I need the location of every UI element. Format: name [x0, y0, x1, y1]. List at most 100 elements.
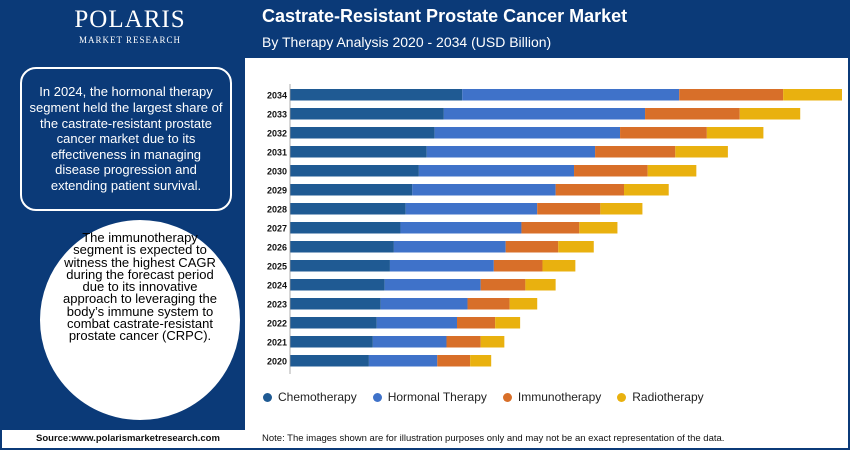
- bar-hormonal-therapy: [368, 355, 438, 367]
- bar-chemotherapy: [290, 165, 419, 177]
- legend-swatch: [502, 392, 512, 402]
- bar-chemotherapy: [290, 222, 401, 234]
- chart-subtitle: By Therapy Analysis 2020 - 2034 (USD Bil…: [262, 34, 552, 50]
- bar-hormonal-therapy: [426, 146, 596, 158]
- bar-chemotherapy: [290, 298, 381, 310]
- legend-item: Hormonal Therapy: [372, 390, 487, 404]
- bar-immunotherapy: [645, 108, 740, 120]
- bar-radiotherapy: [525, 279, 556, 291]
- header-bar: [245, 2, 848, 58]
- legend-swatch: [263, 392, 272, 402]
- y-tick-label: 2027: [267, 224, 287, 234]
- bar-chemotherapy: [290, 336, 373, 348]
- y-tick-label: 2026: [267, 243, 287, 253]
- bar-radiotherapy: [470, 355, 492, 367]
- y-tick-label: 2024: [267, 281, 287, 291]
- bar-chemotherapy: [290, 260, 390, 272]
- bar-hormonal-therapy: [384, 279, 481, 291]
- legend-swatch: [617, 392, 627, 402]
- bar-immunotherapy: [679, 89, 784, 101]
- legend-label: Chemotherapy: [278, 390, 357, 404]
- y-tick-label: 2028: [267, 205, 287, 215]
- y-tick-label: 2034: [267, 91, 287, 101]
- bar-immunotherapy: [437, 355, 471, 367]
- bar-chemotherapy: [290, 127, 435, 139]
- legend-item: Immunotherapy: [502, 390, 602, 404]
- bar-radiotherapy: [647, 165, 697, 177]
- bar-radiotherapy: [783, 89, 842, 101]
- bar-immunotherapy: [446, 336, 481, 348]
- legend-swatch: [372, 392, 382, 402]
- bar-chemotherapy: [290, 146, 427, 158]
- y-tick-label: 2029: [267, 186, 287, 196]
- brand-logo: POLARIS MARKET RESEARCH: [60, 6, 200, 46]
- bar-immunotherapy: [537, 203, 601, 215]
- bar-radiotherapy: [600, 203, 643, 215]
- insight-circle: [38, 218, 242, 422]
- bar-radiotherapy: [495, 317, 521, 329]
- bar-hormonal-therapy: [418, 165, 575, 177]
- y-tick-label: 2023: [267, 300, 287, 310]
- y-tick-label: 2021: [267, 338, 287, 348]
- bar-hormonal-therapy: [389, 260, 494, 272]
- chart-legend: Chemotherapy Hormonal Therapy Immunotherap…: [263, 390, 720, 404]
- y-tick-label: 2022: [267, 319, 287, 329]
- y-tick-label: 2020: [267, 357, 287, 367]
- bar-hormonal-therapy: [443, 108, 646, 120]
- circle-text: The immunotherapy segment is expected to…: [63, 230, 217, 344]
- bar-immunotherapy: [457, 317, 496, 329]
- bar-radiotherapy: [480, 336, 505, 348]
- chart-title: Castrate-Resistant Prostate Cancer Marke…: [262, 6, 628, 26]
- brand-name: POLARIS: [74, 6, 186, 33]
- bar-immunotherapy: [555, 184, 625, 196]
- bar-immunotherapy: [467, 298, 510, 310]
- y-tick-label: 2031: [267, 148, 287, 158]
- bar-hormonal-therapy: [434, 127, 621, 139]
- bar-chemotherapy: [290, 355, 369, 367]
- bar-hormonal-therapy: [400, 222, 522, 234]
- bar-immunotherapy: [574, 165, 648, 177]
- bar-hormonal-therapy: [372, 336, 447, 348]
- bar-radiotherapy: [624, 184, 669, 196]
- highlight-text: In 2024, the hormonal therapy segment he…: [29, 84, 223, 193]
- bar-chemotherapy: [290, 184, 413, 196]
- bar-hormonal-therapy: [462, 89, 680, 101]
- legend-label: Radiotherapy: [632, 390, 704, 404]
- brand-tagline: MARKET RESEARCH: [78, 35, 182, 45]
- bar-immunotherapy: [493, 260, 543, 272]
- legend-label: Hormonal Therapy: [387, 390, 487, 404]
- bar-radiotherapy: [509, 298, 538, 310]
- y-tick-label: 2025: [267, 262, 287, 272]
- bar-chemotherapy: [290, 317, 377, 329]
- bar-hormonal-therapy: [412, 184, 556, 196]
- bar-radiotherapy: [558, 241, 594, 253]
- bar-chemotherapy: [290, 241, 394, 253]
- source-text: Source:www.polarismarketresearch.com: [36, 433, 220, 444]
- bar-immunotherapy: [595, 146, 676, 158]
- y-tick-label: 2030: [267, 167, 287, 177]
- bar-radiotherapy: [579, 222, 618, 234]
- disclaimer-note: Note: The images shown are for illustrat…: [262, 433, 725, 444]
- stacked-bar-chart: 2034 2033 2032 2031 2030 2029 2028 2027 2026 2025…: [267, 84, 842, 374]
- bar-hormonal-therapy: [380, 298, 468, 310]
- bar-immunotherapy: [620, 127, 707, 139]
- bar-chemotherapy: [290, 279, 385, 291]
- bar-hormonal-therapy: [405, 203, 538, 215]
- legend-item: Chemotherapy: [263, 390, 357, 404]
- bar-chemotherapy: [290, 108, 444, 120]
- bar-immunotherapy: [480, 279, 526, 291]
- bar-immunotherapy: [505, 241, 559, 253]
- bar-radiotherapy: [675, 146, 728, 158]
- bar-chemotherapy: [290, 203, 406, 215]
- bar-immunotherapy: [521, 222, 580, 234]
- bar-hormonal-therapy: [393, 241, 506, 253]
- y-tick-label: 2033: [267, 110, 287, 120]
- y-tick-label: 2032: [267, 129, 287, 139]
- bar-radiotherapy: [542, 260, 576, 272]
- highlight-box: In 2024, the hormonal therapy segment he…: [20, 67, 232, 211]
- bar-chemotherapy: [290, 89, 463, 101]
- bar-radiotherapy: [706, 127, 764, 139]
- bar-radiotherapy: [739, 108, 801, 120]
- legend-label: Immunotherapy: [517, 390, 602, 404]
